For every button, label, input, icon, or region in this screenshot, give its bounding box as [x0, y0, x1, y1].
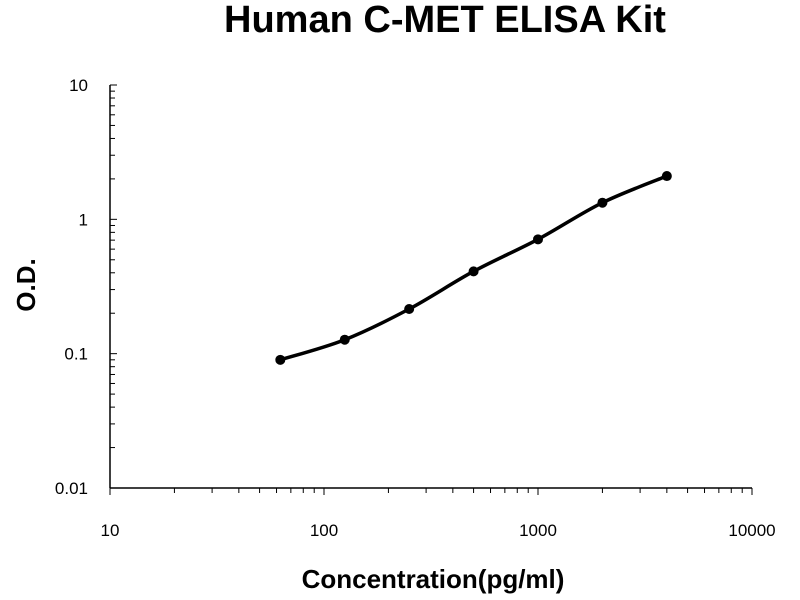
data-point: [275, 354, 286, 365]
x-tick-label: 1000: [519, 521, 557, 540]
data-point: [597, 197, 608, 208]
y-tick-label: 1: [79, 210, 88, 229]
data-point: [661, 171, 672, 182]
x-tick-label: 10: [101, 521, 120, 540]
y-tick-label: 0.1: [64, 345, 88, 364]
y-tick-label: 10: [69, 76, 88, 95]
x-axis-label: Concentration(pg/ml): [302, 564, 565, 594]
data-point: [533, 234, 543, 245]
y-tick-label: 0.01: [55, 479, 88, 498]
y-axis-tick-labels: 0.01 0.1 1 10: [55, 76, 88, 498]
x-axis-ticks: [109, 488, 753, 495]
y-axis-label: O.D.: [11, 258, 41, 311]
x-tick-label: 10000: [728, 521, 775, 540]
x-tick-label: 100: [310, 521, 338, 540]
plot-area: 10 100 1000 10000 0.01 0.1 1 10: [55, 76, 776, 540]
data-point: [468, 266, 479, 277]
chart-title: Human C-MET ELISA Kit: [224, 0, 666, 41]
data-points: [275, 171, 672, 365]
data-point: [404, 304, 415, 315]
y-axis-ticks: [110, 84, 117, 489]
x-axis-tick-labels: 10 100 1000 10000: [101, 521, 776, 540]
data-point: [339, 334, 350, 345]
